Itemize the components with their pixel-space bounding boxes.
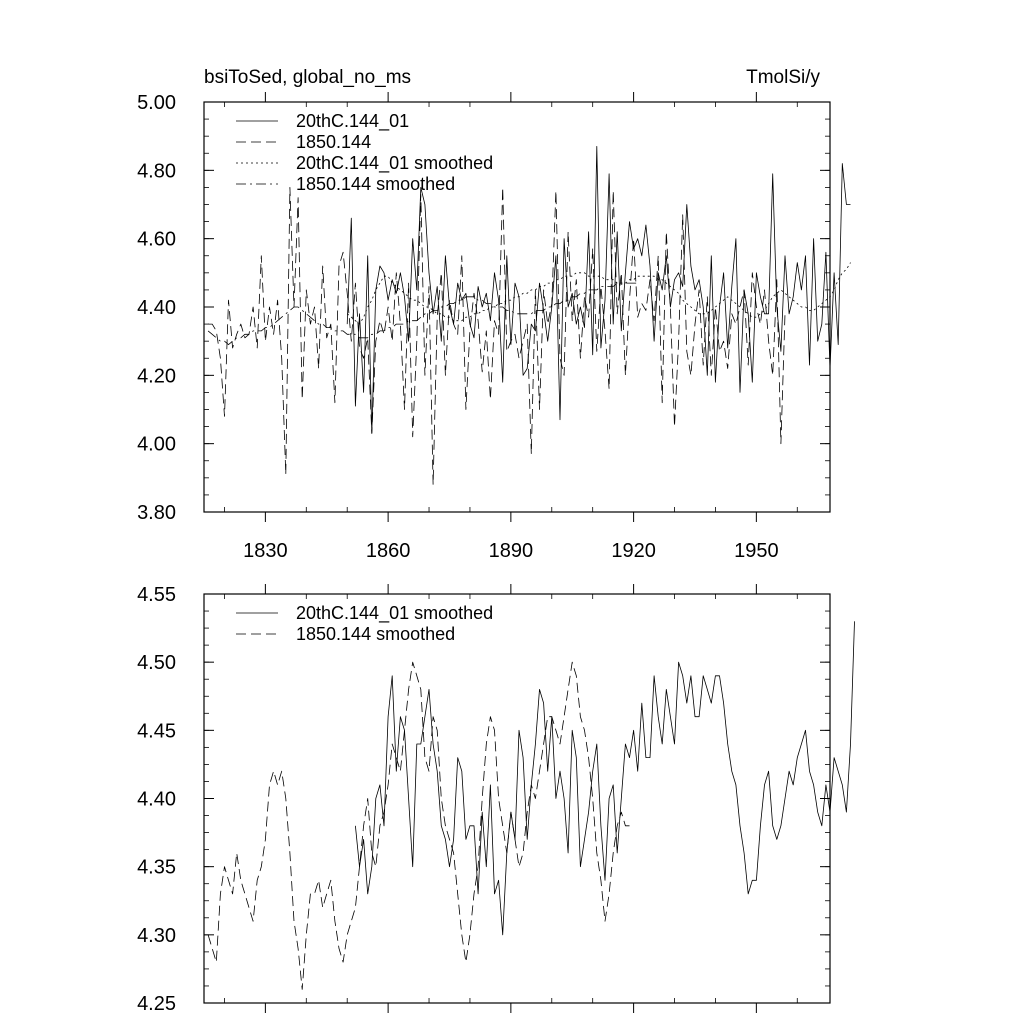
x-tick-label: 1830 — [243, 540, 288, 562]
series-line-3 — [207, 282, 638, 346]
y-tick-label: 4.00 — [137, 434, 176, 456]
bottom-chart-panel: 4.25 4.30 4.35 4.40 4.45 4.50 4.55 20thC.144_01… — [137, 584, 855, 1015]
y-tick-label: 4.50 — [137, 652, 176, 674]
y-tick-label: 4.25 — [137, 993, 176, 1015]
x-tick-label: 1920 — [611, 540, 656, 562]
series-line-2 — [346, 262, 851, 325]
x-tick-label: 1890 — [489, 540, 534, 562]
y-tick-label: 4.80 — [137, 160, 176, 182]
series-line-0 — [355, 621, 855, 936]
legend-label: 20thC.144_01 smoothed — [296, 603, 493, 624]
x-tick-label: 1860 — [366, 540, 411, 562]
y-tick-label: 3.80 — [137, 502, 176, 524]
legend-label: 1850.144 smoothed — [296, 624, 455, 644]
y-tick-label: 4.40 — [137, 297, 176, 319]
y-tick-label: 4.40 — [137, 789, 176, 811]
y-tick-label: 4.35 — [137, 857, 176, 879]
y-tick-label: 4.45 — [137, 720, 176, 742]
legend-label: 1850.144 smoothed — [296, 174, 455, 194]
legend-label: 1850.144 — [296, 132, 371, 152]
y-tick-label: 4.60 — [137, 229, 176, 251]
series-line-1 — [208, 186, 786, 486]
y-tick-label: 4.20 — [137, 365, 176, 387]
plot-frame — [203, 593, 831, 1004]
top-chart-panel: bsiToSed, global_no_ms TmolSi/y 3.80 4.00… — [137, 67, 851, 562]
y-tick-label: 5.00 — [137, 92, 176, 114]
legend-label: 20thC.144_01 smoothed — [296, 153, 493, 174]
y-tick-label: 4.55 — [137, 584, 176, 606]
y-tick-label: 4.30 — [137, 925, 176, 947]
x-tick-label: 1950 — [734, 540, 779, 562]
chart-title-right: TmolSi/y — [746, 67, 820, 88]
legend-label: 20thC.144_01 — [296, 111, 409, 132]
chart-title-left: bsiToSed, global_no_ms — [204, 67, 411, 88]
